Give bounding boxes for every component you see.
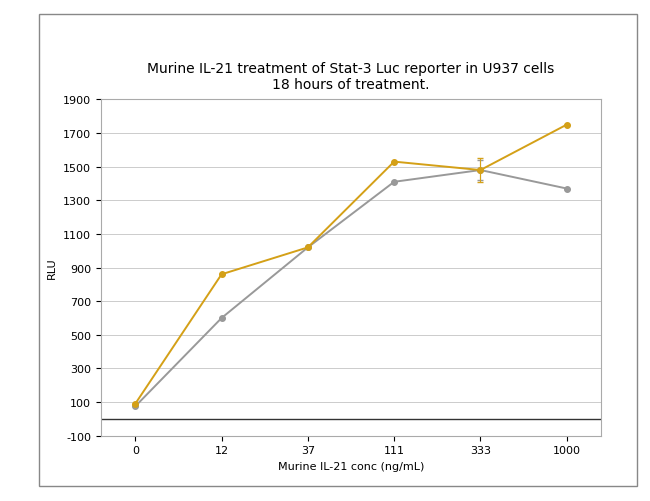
X-axis label: Murine IL-21 conc (ng/mL): Murine IL-21 conc (ng/mL) xyxy=(278,461,424,471)
Title: Murine IL-21 treatment of Stat-3 Luc reporter in U937 cells
18 hours of treatmen: Murine IL-21 treatment of Stat-3 Luc rep… xyxy=(148,62,554,92)
Y-axis label: RLU: RLU xyxy=(47,257,57,279)
